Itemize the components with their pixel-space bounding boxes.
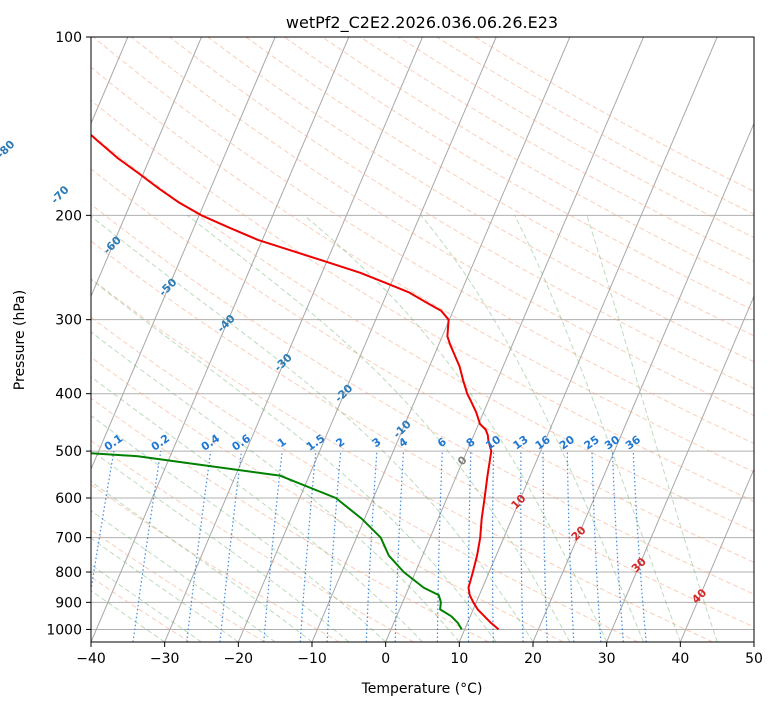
- isotherm-line: [164, 37, 423, 642]
- dry-adiabat: [91, 133, 754, 533]
- isotherm-line: [458, 37, 718, 642]
- x-tick-label: −40: [76, 651, 106, 667]
- dry-adiabat: [91, 356, 564, 642]
- moist-adiabat: [91, 278, 497, 642]
- dry-adiabat: [91, 99, 754, 502]
- mixing-ratio-line: [263, 451, 283, 642]
- x-tick-label: −10: [297, 651, 327, 667]
- chart-title: wetPf2_C2E2.2026.036.06.26.E23: [286, 13, 558, 33]
- y-tick-label: 200: [55, 208, 82, 224]
- moist-adiabat: [303, 214, 608, 642]
- isotherm-line: [91, 37, 350, 642]
- x-tick-label: −30: [150, 651, 180, 667]
- dewpoint-line: [91, 452, 463, 630]
- dry-adiabat: [169, 37, 754, 389]
- dry-adiabat: [207, 37, 754, 363]
- y-tick-label: 700: [55, 531, 82, 547]
- axis-ticks: −40 −30 −20 −10 0 10 20 30 40 50 100 200 300 400 500 60…: [46, 30, 763, 667]
- profile-lines: [91, 133, 500, 631]
- dry-adiabat: [91, 278, 713, 642]
- dry-adiabat: [91, 240, 754, 628]
- dry-adiabat: [91, 168, 754, 563]
- y-tick-label: 400: [55, 387, 82, 403]
- moist-adiabat: [91, 480, 313, 642]
- moist-adiabat: [91, 376, 423, 642]
- y-tick-label: 900: [55, 595, 82, 611]
- dry-adiabat: [245, 37, 754, 337]
- dry-adiabat: [91, 203, 754, 595]
- moist-adiabat: [91, 537, 239, 642]
- y-tick-label: 1000: [46, 622, 82, 638]
- dry-adiabat: [91, 66, 754, 473]
- x-tick-label: 20: [524, 651, 542, 667]
- mixing-ratio-line: [632, 451, 647, 642]
- dry-adiabat: [91, 316, 639, 642]
- mixing-ratio-line: [299, 451, 317, 642]
- dry-adiabat: [283, 37, 754, 312]
- dry-adiabat: [91, 483, 340, 642]
- x-tick-label: 0: [381, 651, 390, 667]
- temperature-line: [91, 133, 500, 631]
- x-axis-label: Temperature (°C): [361, 681, 483, 697]
- y-tick-label: 100: [55, 30, 82, 46]
- isotherm-line: [385, 37, 644, 642]
- moist-adiabat: [514, 215, 681, 642]
- isotherm-line: [679, 467, 754, 642]
- moist-adiabat: [420, 214, 644, 642]
- moist-adiabat: [91, 589, 165, 642]
- isotherm-line: [532, 122, 754, 642]
- moist-adiabat: [186, 214, 571, 642]
- dry-adiabat: [91, 440, 415, 642]
- y-tick-label: 500: [55, 444, 82, 460]
- moist-adiabat: [586, 215, 718, 642]
- isotherm-line: [91, 37, 202, 298]
- moist-adiabat: [91, 331, 460, 642]
- isotherm-line: [91, 37, 276, 471]
- moist-adiabat: [91, 564, 202, 642]
- mixing-ratio-line: [91, 450, 115, 594]
- x-tick-label: 30: [598, 651, 616, 667]
- mixing-ratio-line: [186, 451, 212, 642]
- y-tick-label: 800: [55, 565, 82, 581]
- isotherm-line: [606, 295, 754, 642]
- x-tick-label: 40: [671, 651, 689, 667]
- isotherm-line: [237, 37, 497, 642]
- moist-adiabat: [91, 215, 534, 642]
- mixing-ratio-line: [219, 451, 243, 642]
- x-tick-label: 10: [450, 651, 468, 667]
- y-tick-label: 300: [55, 313, 82, 329]
- background-lines: [91, 37, 754, 642]
- moist-adiabat: [91, 415, 387, 642]
- dry-adiabat: [91, 397, 489, 642]
- x-tick-label: −20: [224, 651, 254, 667]
- y-tick-label: 600: [55, 491, 82, 507]
- plot-frame: [90, 36, 755, 643]
- dry-adiabat: [91, 529, 265, 642]
- y-axis-label: Pressure (hPa): [12, 290, 28, 390]
- x-tick-label: 50: [745, 651, 763, 667]
- mixing-ratio-line: [132, 451, 162, 642]
